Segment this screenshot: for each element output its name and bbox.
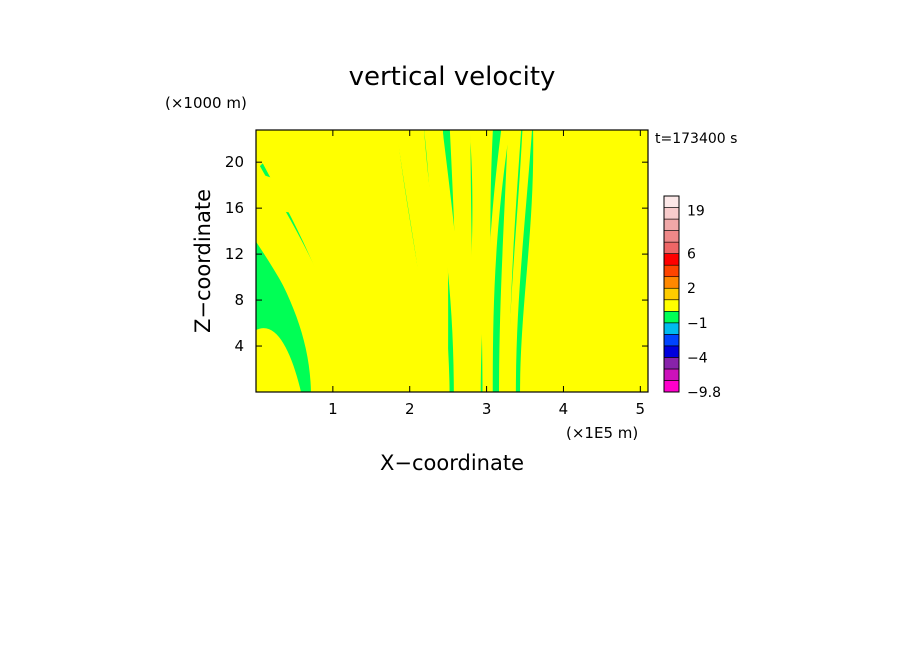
colorbar-segment	[663, 195, 680, 208]
y-tick-label: 20	[225, 153, 244, 171]
positive-velocity-band	[508, 130, 533, 392]
x-axis-label: X−coordinate	[380, 451, 524, 475]
positive-velocity-zone	[316, 240, 426, 392]
colorbar-segment	[663, 380, 680, 393]
colorbar-segment	[663, 345, 680, 358]
positive-velocity-zone	[256, 328, 301, 392]
colorbar-segment	[663, 241, 680, 254]
colorbar-tick-label: 6	[687, 247, 696, 263]
y-tick-label: 8	[234, 291, 244, 309]
positive-velocity-band	[371, 130, 430, 392]
colorbar-tick-label: −9.8	[687, 385, 721, 401]
positive-velocity-band	[256, 159, 348, 392]
y-axis: 4 8 12 16 20	[225, 153, 648, 355]
x-tick-label: 5	[636, 400, 646, 418]
colorbar-segment	[663, 253, 680, 266]
y-axis-label: Z−coordinate	[191, 189, 215, 333]
colorbar-tick-label: −4	[687, 350, 708, 366]
colorbar-segment	[663, 299, 680, 312]
positive-velocity-zone	[256, 172, 406, 258]
positive-velocity-band	[449, 130, 474, 392]
positive-velocity-zone	[558, 250, 648, 392]
velocity-contours	[256, 130, 648, 392]
plot-frame	[255, 129, 649, 393]
colorbar-segment	[663, 264, 680, 278]
y-unit-label: (×1000 m)	[165, 94, 247, 112]
colorbar-frame	[663, 195, 680, 393]
x-tick-label: 1	[328, 400, 338, 418]
y-tick-label: 12	[225, 245, 244, 263]
colorbar-segment	[663, 287, 680, 301]
positive-velocity-band	[429, 130, 465, 392]
velocity-field	[256, 130, 648, 392]
colorbar-tick-label: 19	[687, 204, 705, 220]
chart-title: vertical velocity	[349, 62, 556, 92]
colorbar-tick-label: −1	[687, 316, 708, 332]
x-tick-label: 4	[559, 400, 569, 418]
positive-velocity-band	[566, 130, 648, 392]
colorbar-segment	[663, 368, 680, 381]
positive-velocity-band	[486, 130, 510, 392]
colorbar-segment	[663, 322, 680, 335]
colorbar-segment	[663, 334, 680, 347]
x-tick-label: 3	[482, 400, 492, 418]
colorbar-segment	[663, 276, 680, 289]
colorbar-segment	[663, 218, 680, 231]
positive-velocity-band	[499, 130, 522, 392]
colorbar-segment	[663, 310, 680, 324]
time-label: t=173400 s	[655, 131, 737, 147]
colorbar-segment	[663, 357, 680, 370]
y-tick-label: 4	[234, 337, 244, 355]
y-tick-label: 16	[225, 199, 244, 217]
colorbar: 19 6 2 −1 −4 −9.8	[663, 195, 721, 401]
x-axis: 1 2 3 4 5	[328, 130, 645, 418]
positive-velocity-band	[395, 130, 434, 392]
colorbar-tick-label: 2	[687, 281, 696, 297]
x-tick-label: 2	[405, 400, 415, 418]
x-unit-label: (×1E5 m)	[566, 424, 638, 442]
colorbar-segment	[663, 207, 680, 220]
colorbar-segment	[663, 230, 680, 243]
positive-velocity-zone	[256, 130, 286, 170]
